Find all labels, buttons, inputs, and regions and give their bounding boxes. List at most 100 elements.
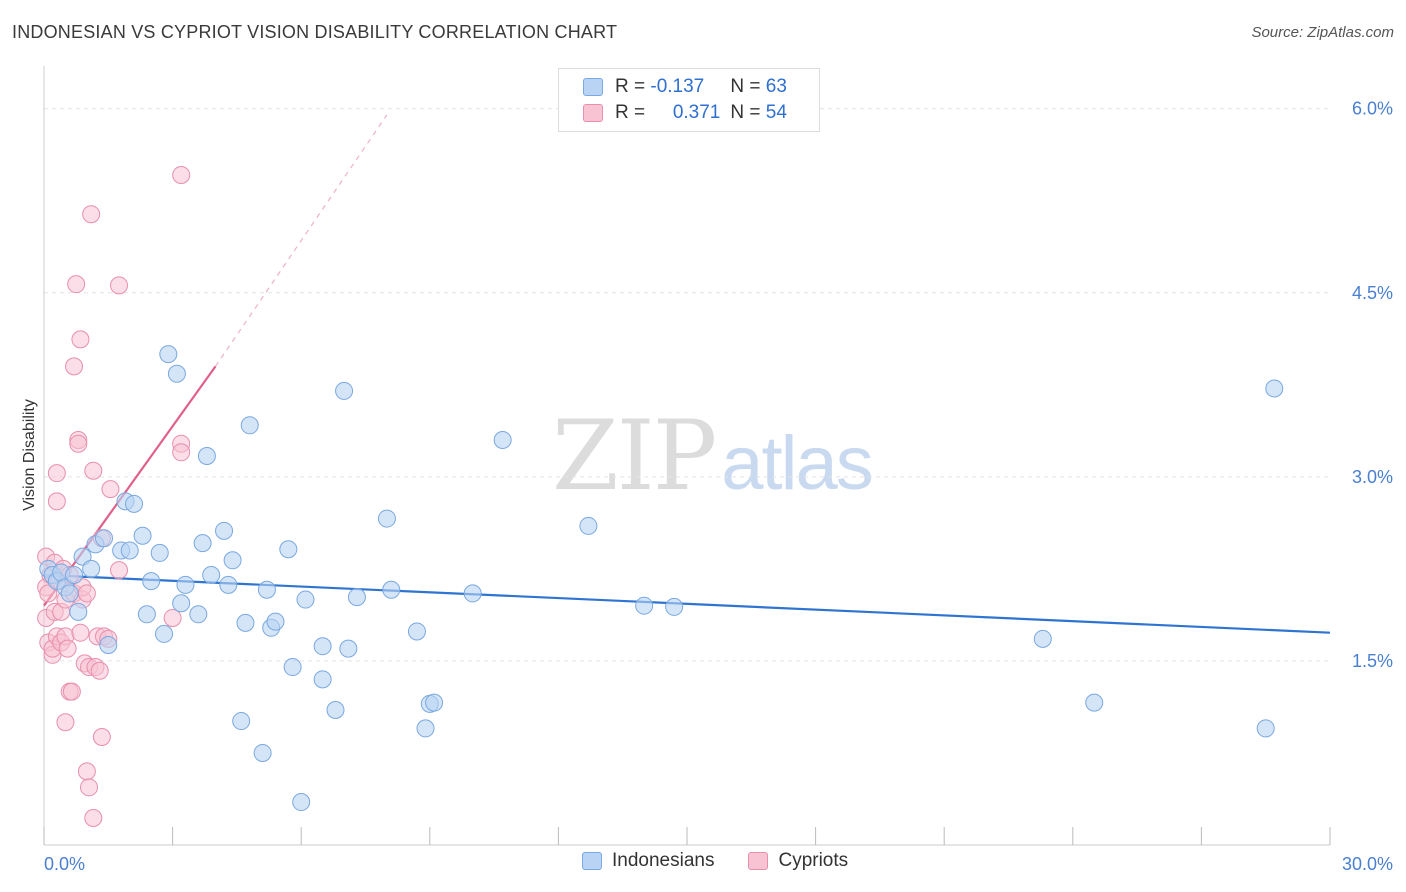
indonesians-point	[125, 494, 144, 513]
cypriots-point	[82, 205, 101, 224]
legend-r-label: R =	[615, 102, 651, 123]
cypriots-point	[172, 443, 191, 462]
indonesians-point	[99, 635, 118, 654]
source-label: Source: ZipAtlas.com	[1251, 24, 1394, 41]
cypriots-point	[84, 461, 103, 480]
indonesians-point	[339, 639, 358, 658]
legend-n-value: 54	[765, 102, 787, 123]
indonesians-point	[65, 566, 84, 585]
indonesians-point	[283, 658, 302, 677]
y-tick-label: 6.0%	[1352, 99, 1393, 119]
indonesians-swatch	[583, 78, 603, 96]
legend-row-cypriots: R = 0.371 N = 54	[583, 101, 787, 125]
y-axis-label: Vision Disability	[21, 399, 38, 511]
indonesians-point	[137, 605, 156, 624]
indonesians-point	[493, 431, 512, 450]
indonesians-point	[193, 534, 212, 553]
chart-title: INDONESIAN VS CYPRIOT VISION DISABILITY …	[12, 22, 618, 42]
indonesians-point	[167, 364, 186, 383]
indonesians-point	[635, 596, 654, 615]
legend-item-cypriots[interactable]: Cypriots	[748, 850, 848, 872]
x-tick-label: 0.0%	[44, 854, 85, 874]
legend-r-value: 0.371	[672, 102, 721, 123]
cypriots-point	[90, 661, 109, 680]
indonesians-point	[240, 416, 259, 435]
cypriots-point	[77, 762, 96, 781]
watermark: ZIPatlas	[552, 400, 874, 512]
legend-item-indonesians[interactable]: Indonesians	[582, 850, 714, 872]
correlation-legend: R = -0.137 N = 63 R = 0.371 N = 54	[558, 68, 820, 132]
indonesians-point	[416, 719, 435, 738]
cypriots-swatch	[583, 104, 603, 122]
legend-item-label: Cypriots	[778, 850, 849, 871]
indonesians-point	[95, 529, 114, 548]
indonesians-point	[232, 712, 251, 731]
y-tick-label: 4.5%	[1352, 283, 1393, 303]
indonesians-point	[279, 540, 298, 559]
tick-labels: 1.5% 3.0% 4.5% 6.0% 0.0% 30.0%	[44, 99, 1393, 874]
indonesians-point	[223, 551, 242, 570]
indonesians-point	[142, 572, 161, 591]
indonesians-point	[347, 588, 366, 607]
cypriots-point	[58, 639, 77, 658]
cypriots-point	[101, 480, 120, 499]
cypriots-trend-line	[43, 365, 217, 607]
cypriots-point	[47, 492, 66, 511]
indonesians-point	[215, 521, 234, 540]
indonesians-point	[82, 559, 101, 578]
legend-n-label: N =	[730, 76, 766, 97]
indonesians-point	[463, 584, 482, 603]
indonesians-point	[377, 509, 396, 528]
indonesians-point	[335, 381, 354, 400]
cypriots-point	[56, 713, 75, 732]
indonesians-point	[1256, 719, 1275, 738]
indonesians-point	[313, 670, 332, 689]
watermark-main: ZIP	[552, 400, 717, 512]
cypriots-point	[80, 778, 99, 797]
gridlines	[44, 108, 1330, 662]
legend-n-value: 63	[765, 76, 787, 97]
axes	[43, 66, 1331, 846]
data-points	[37, 165, 1284, 828]
cypriots-point	[84, 809, 103, 828]
indonesians-point	[150, 543, 169, 562]
indonesians-point	[202, 566, 221, 585]
indonesians-point	[579, 516, 598, 535]
cypriots-point	[110, 561, 129, 580]
indonesians-point	[425, 693, 444, 712]
indonesians-point	[266, 612, 285, 631]
watermark-sub: atlas	[721, 421, 874, 506]
indonesians-point	[296, 590, 315, 609]
indonesians-point	[155, 624, 174, 643]
indonesians-point	[326, 701, 345, 720]
cypriots-point	[65, 357, 84, 376]
legend-row-indonesians: R = -0.137 N = 63	[583, 75, 787, 99]
cypriots-trend-extension	[214, 114, 388, 367]
cypriots-point	[71, 623, 90, 642]
indonesians-point	[73, 547, 92, 566]
legend-r-value: -0.137	[650, 76, 705, 97]
indonesians-point	[219, 575, 238, 594]
indonesians-point	[665, 597, 684, 616]
indonesians-point	[407, 622, 426, 641]
y-tick-label: 1.5%	[1352, 651, 1393, 671]
legend-r-label: R =	[615, 76, 651, 97]
cypriots-point	[62, 682, 81, 701]
cypriots-point	[47, 464, 66, 483]
indonesians-point	[159, 345, 178, 364]
series-legend: Indonesians Cypriots	[582, 850, 882, 872]
cypriots-point	[163, 608, 182, 627]
legend-item-label: Indonesians	[612, 850, 715, 871]
indonesians-point	[120, 541, 139, 560]
indonesians-point	[69, 602, 88, 621]
indonesians-point	[292, 793, 311, 812]
indonesians-point	[1085, 693, 1104, 712]
trend-lines	[43, 114, 1331, 634]
cypriots-point	[71, 330, 90, 349]
cypriots-point	[77, 584, 96, 603]
indonesians-point	[176, 575, 195, 594]
cypriots-point	[172, 165, 191, 184]
cypriots-point	[92, 728, 111, 747]
indonesians-trend-line	[43, 573, 1331, 634]
